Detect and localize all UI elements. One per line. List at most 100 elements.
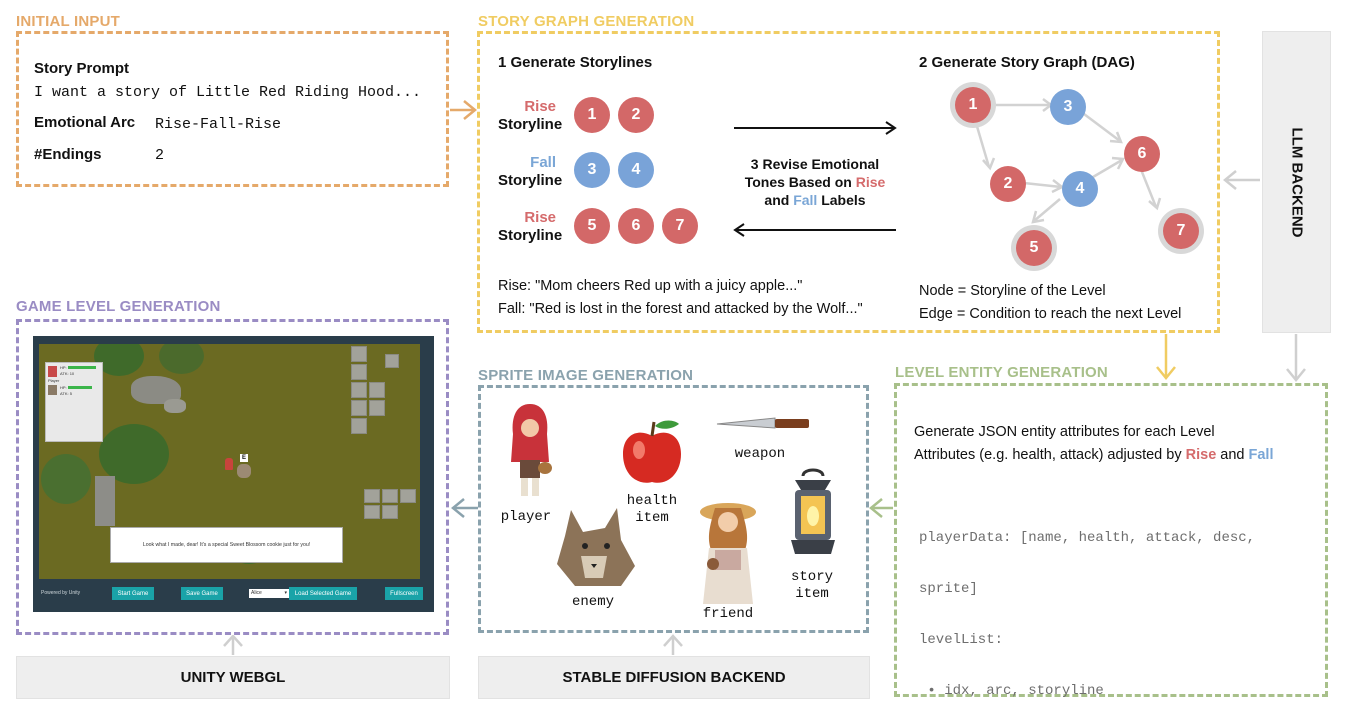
fullscreen-button[interactable]: Fullscreen	[385, 587, 423, 600]
stable-diffusion-backend: STABLE DIFFUSION BACKEND	[478, 656, 870, 699]
interact-key: E	[240, 454, 248, 462]
llm-backend-label: LLM BACKEND	[1288, 127, 1305, 237]
edge-definition: Edge = Condition to reach the next Level	[919, 306, 1182, 322]
arrow-unity-to-game	[223, 634, 243, 655]
stone-tile	[385, 354, 399, 368]
load-game-button[interactable]: Load Selected Game	[289, 587, 357, 600]
unity-webgl-backend: UNITY WEBGL	[16, 656, 450, 699]
entity-desc-line1: Generate JSON entity attributes for each…	[914, 424, 1215, 440]
step3-line2: Tones Based on Rise	[744, 174, 886, 190]
enemy-label: enemy	[571, 594, 614, 610]
entity-desc-line2: Attributes (e.g. health, attack) adjuste…	[914, 447, 1274, 463]
initial-input-box: Story Prompt I want a story of Little Re…	[16, 31, 449, 187]
stone-tile	[351, 346, 367, 362]
step3-line1: 3 Revise Emotional	[750, 156, 880, 172]
dialogue-box: Look what I made, dear! It's a special S…	[110, 527, 343, 563]
powered-by-label: Powered by Unity	[41, 590, 81, 596]
stone-tile	[351, 418, 367, 434]
stone-tile	[364, 505, 380, 519]
tree-image	[159, 344, 204, 374]
arrow-graph-to-entity	[1156, 334, 1176, 380]
story-graph-title: STORY GRAPH GENERATION	[478, 13, 695, 30]
health-item-label: health item	[626, 493, 678, 526]
save-slot-value: Alice	[251, 590, 262, 596]
fall-example: Fall: "Red is lost in the forest and att…	[498, 301, 863, 317]
dag-edges	[974, 98, 1162, 224]
arrow-input-to-graph	[450, 100, 477, 120]
player-sprite	[511, 404, 552, 496]
storyline-node: 7	[662, 208, 698, 244]
arrow-sd-to-sprite	[663, 634, 683, 655]
hud-wolf-atk: ATK: 5	[60, 391, 72, 396]
level-entity-box: Generate JSON entity attributes for each…	[894, 383, 1328, 699]
hud-wolf-hp: HP:	[60, 385, 67, 390]
game-level-title: GAME LEVEL GENERATION	[16, 298, 221, 315]
start-game-button[interactable]: Start Game	[112, 587, 154, 600]
stone-tile	[351, 400, 367, 416]
dag-node: 1	[955, 87, 991, 123]
rock-image	[164, 399, 186, 413]
storyline-node: 5	[574, 208, 610, 244]
story-item-sprite	[791, 468, 835, 554]
health-item-sprite	[623, 420, 681, 483]
dag-node: 4	[1062, 171, 1098, 207]
arrow-sprite-to-game	[451, 498, 478, 518]
dag-node: 5	[1016, 230, 1052, 266]
stone-pillar	[95, 476, 115, 526]
revise-arrows	[733, 121, 897, 237]
hud-wolf-avatar	[48, 385, 57, 395]
tree-image	[41, 454, 91, 504]
rise-example: Rise: "Mom cheers Red up with a juicy ap…	[498, 278, 803, 294]
hud-player-atk: ATK: 10	[60, 371, 75, 376]
save-game-button[interactable]: Save Game	[181, 587, 223, 600]
story-item-label: story item	[790, 569, 833, 602]
friend-label: friend	[702, 606, 754, 622]
tree-image	[99, 424, 169, 484]
wolf-character	[237, 464, 251, 478]
dialogue-text: Look what I made, dear! It's a special S…	[142, 542, 311, 548]
entity-code-block: playerData: [name, health, attack, desc,…	[919, 496, 1289, 717]
player-label: player	[500, 509, 552, 525]
hud-player-avatar	[48, 366, 57, 377]
step1-title: 1 Generate Storylines	[498, 54, 653, 71]
emotional-arc-label: Emotional Arc	[34, 114, 136, 131]
friend-sprite	[700, 503, 756, 604]
storyline-node: 6	[618, 208, 654, 244]
hud-player-hp: HP:	[60, 365, 67, 370]
storyline-node: 1	[574, 97, 610, 133]
storyline-3-tone: Rise	[524, 209, 556, 226]
weapon-sprite	[716, 417, 809, 429]
player-character	[225, 458, 233, 470]
story-prompt-text: I want a story of Little Red Riding Hood…	[34, 84, 422, 101]
enemy-sprite	[557, 508, 635, 586]
storyline-3-label: Rise Storyline	[498, 209, 563, 245]
initial-input-title: INITIAL INPUT	[16, 13, 120, 30]
storyline-2-tone: Fall	[530, 154, 556, 171]
storyline-1-tone: Rise	[524, 98, 556, 115]
dag-node: 2	[990, 166, 1026, 202]
stone-tile	[364, 489, 380, 503]
stone-tile	[369, 400, 385, 416]
storyline-1-label: Rise Storyline	[498, 98, 562, 134]
step3-text: 3 Revise Emotional Tones Based on Rise a…	[730, 155, 900, 209]
stone-tile	[351, 364, 367, 380]
code-line: • idx, arc, storyline	[919, 683, 1104, 699]
step2-title: 2 Generate Story Graph (DAG)	[919, 54, 1135, 71]
game-field: HP: ATK: 10 Player HP: ATK: 5 E Look wha…	[39, 344, 420, 579]
storyline-node: 4	[618, 152, 654, 188]
emotional-arc-value: Rise-Fall-Rise	[155, 116, 282, 133]
arrow-entity-to-sprite	[869, 498, 893, 518]
stone-tile	[351, 382, 367, 398]
stone-tile	[382, 489, 398, 503]
storyline-3-text: Storyline	[498, 227, 563, 244]
game-screenshot: HP: ATK: 10 Player HP: ATK: 5 E Look wha…	[33, 336, 434, 612]
dag-node: 6	[1124, 136, 1160, 172]
stone-tile	[400, 489, 416, 503]
sprite-image-title: SPRITE IMAGE GENERATION	[478, 367, 694, 384]
hud-wolf-hpbar	[68, 386, 92, 389]
hud-player-hpbar	[68, 366, 96, 369]
dag-node: 3	[1050, 89, 1086, 125]
save-slot-select[interactable]: Alice ▾	[249, 589, 289, 598]
endings-label: #Endings	[34, 146, 102, 163]
